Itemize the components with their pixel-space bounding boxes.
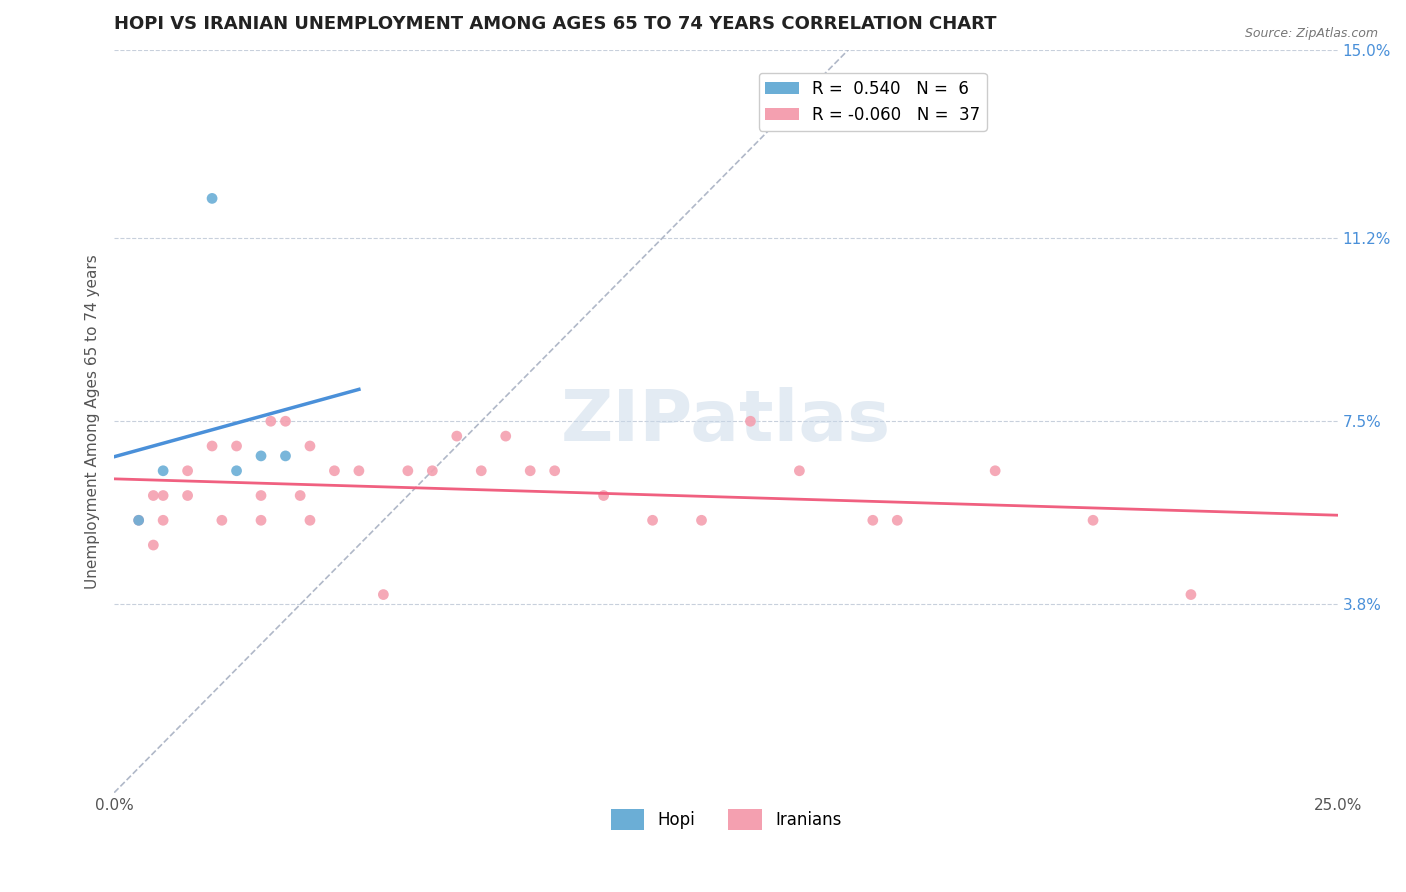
Y-axis label: Unemployment Among Ages 65 to 74 years: Unemployment Among Ages 65 to 74 years — [86, 254, 100, 589]
Point — [519, 464, 541, 478]
Point — [260, 414, 283, 428]
Point — [152, 513, 174, 527]
Point — [152, 464, 174, 478]
Point — [347, 464, 370, 478]
Point — [1081, 513, 1104, 527]
Point — [250, 513, 273, 527]
Point — [740, 414, 762, 428]
Point — [641, 513, 664, 527]
Text: HOPI VS IRANIAN UNEMPLOYMENT AMONG AGES 65 TO 74 YEARS CORRELATION CHART: HOPI VS IRANIAN UNEMPLOYMENT AMONG AGES … — [114, 15, 997, 33]
Point — [470, 464, 492, 478]
Point — [323, 464, 346, 478]
Point — [544, 464, 567, 478]
Point — [201, 191, 224, 205]
Point — [298, 439, 321, 453]
Point — [176, 464, 198, 478]
Point — [495, 429, 517, 443]
Point — [984, 464, 1007, 478]
Point — [211, 513, 233, 527]
Legend: Hopi, Iranians: Hopi, Iranians — [605, 803, 848, 837]
Point — [288, 489, 311, 503]
Point — [592, 489, 614, 503]
Point — [690, 513, 713, 527]
Point — [128, 513, 150, 527]
Text: Source: ZipAtlas.com: Source: ZipAtlas.com — [1244, 27, 1378, 40]
Point — [1180, 588, 1202, 602]
Point — [142, 489, 165, 503]
Point — [886, 513, 908, 527]
Point — [225, 439, 247, 453]
Point — [274, 449, 297, 463]
Point — [176, 489, 198, 503]
Point — [274, 414, 297, 428]
Point — [250, 489, 273, 503]
Text: ZIPatlas: ZIPatlas — [561, 387, 891, 456]
Point — [862, 513, 884, 527]
Point — [298, 513, 321, 527]
Point — [142, 538, 165, 552]
Point — [789, 464, 811, 478]
Point — [373, 588, 395, 602]
Point — [446, 429, 468, 443]
Point — [225, 464, 247, 478]
Point — [250, 449, 273, 463]
Point — [420, 464, 443, 478]
Point — [396, 464, 419, 478]
Point — [201, 439, 224, 453]
Point — [128, 513, 150, 527]
Point — [152, 489, 174, 503]
